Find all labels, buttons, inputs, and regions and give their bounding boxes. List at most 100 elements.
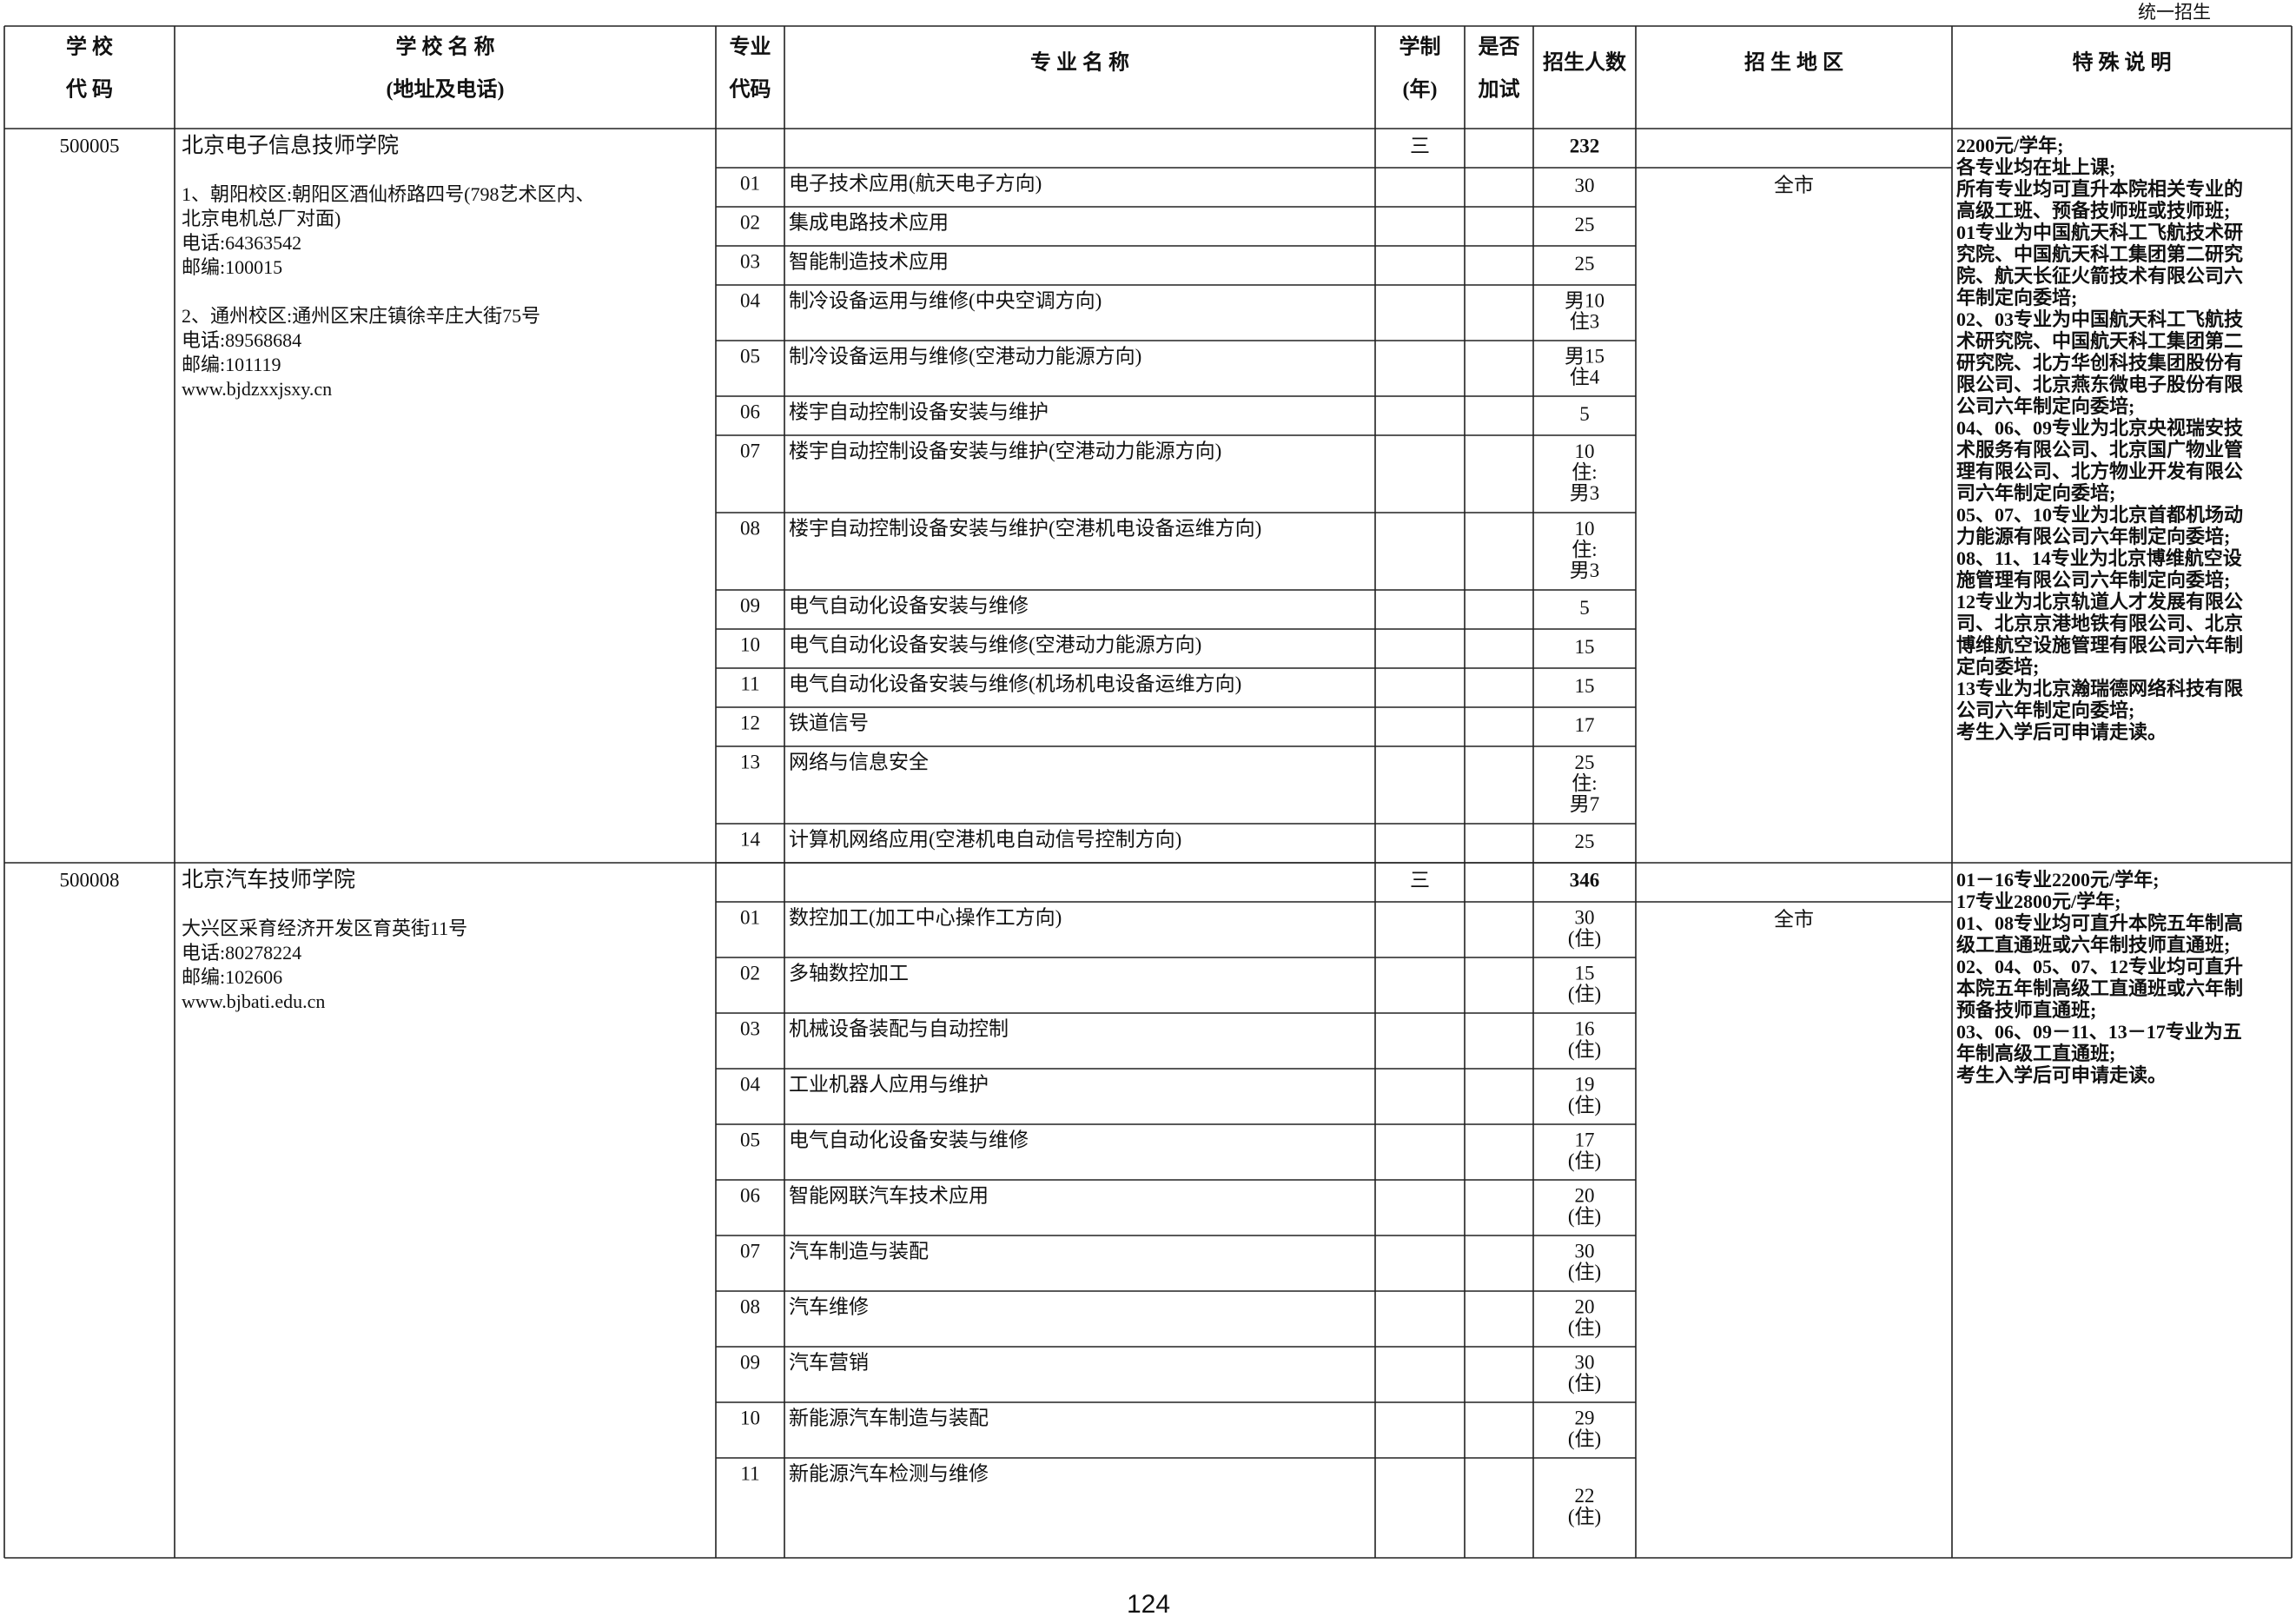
column-header: 招 生 地 区 xyxy=(1744,51,1843,75)
note-line: 01－16专业2200元/学年; xyxy=(1956,869,2159,891)
program-name: 电气自动化设备安装与维修 xyxy=(789,594,1029,616)
enrollment: 15 xyxy=(1575,636,1595,658)
column-header: 学 校 名 称 xyxy=(396,35,495,59)
note-line: 术服务有限公司、北京国广物业管 xyxy=(1956,439,2243,460)
total: 232 xyxy=(1570,135,1600,156)
program-name: 楼宇自动控制设备安装与维护(空港动力能源方向) xyxy=(789,440,1221,461)
note-line: 院、航天长征火箭技术有限公司六 xyxy=(1956,265,2243,287)
enrollment: 男7 xyxy=(1570,793,1600,815)
school-name: 北京电子信息技师学院 xyxy=(182,134,399,158)
program-code: 03 xyxy=(740,250,760,272)
column-header: (年) xyxy=(1403,77,1438,102)
note-line: 17专业2800元/学年; xyxy=(1956,891,2121,912)
years: 三 xyxy=(1410,869,1430,891)
enrollment: 16 xyxy=(1575,1017,1595,1039)
enrollment: 男10 xyxy=(1565,289,1605,311)
note-line: 年制高级工直通班; xyxy=(1956,1043,2115,1064)
program-name: 电子技术应用(航天电子方向) xyxy=(789,172,1042,194)
address-line: 1、朝阳校区:朝阳区酒仙桥路四号(798艺术区内、 xyxy=(182,183,594,205)
program-code: 13 xyxy=(740,751,760,772)
column-header: 代码 xyxy=(729,78,771,102)
enrollment: 15 xyxy=(1575,962,1595,984)
program-name: 计算机网络应用(空港机电自动信号控制方向) xyxy=(789,828,1181,850)
enrollment: (住) xyxy=(1568,927,1601,949)
program-code: 07 xyxy=(740,440,760,461)
note-line: 术研究院、中国航天科工集团第二 xyxy=(1956,330,2243,352)
address-line: 大兴区采育经济开发区育英街11号 xyxy=(182,917,467,939)
enrollment: 男15 xyxy=(1565,345,1605,367)
note-line: 公司六年制定向委培; xyxy=(1956,699,2134,721)
note-line: 01、08专业均可直升本院五年制高 xyxy=(1956,912,2243,934)
note-line: 01专业为中国航天科工飞航技术研 xyxy=(1956,222,2243,243)
enrollment: 5 xyxy=(1579,597,1590,619)
enrollment: 15 xyxy=(1575,675,1595,697)
note-line: 年制定向委培; xyxy=(1956,287,2077,308)
program-name: 新能源汽车制造与装配 xyxy=(789,1407,989,1428)
enrollment: 29 xyxy=(1575,1407,1595,1428)
note-line: 13专业为北京瀚瑞德网络科技有限 xyxy=(1956,678,2243,699)
program-code: 05 xyxy=(740,1129,760,1150)
enrollment: 男3 xyxy=(1570,482,1600,504)
program-name: 铁道信号 xyxy=(789,712,869,733)
enrollment: 住4 xyxy=(1570,366,1600,388)
enrollment: 25 xyxy=(1575,831,1595,852)
note-line: 司六年制定向委培; xyxy=(1956,482,2115,504)
column-header: 学 校 xyxy=(66,35,114,59)
program-code: 07 xyxy=(740,1240,760,1262)
school-code: 500008 xyxy=(60,869,120,891)
note-line: 2200元/学年; xyxy=(1956,135,2063,156)
program-code: 14 xyxy=(740,828,761,850)
column-header: 特 殊 说 明 xyxy=(2073,50,2172,75)
program-name: 楼宇自动控制设备安装与维护 xyxy=(789,401,1049,422)
program-name: 电气自动化设备安装与维修(空港动力能源方向) xyxy=(789,633,1201,655)
note-line: 究院、中国航天科工集团第二研究 xyxy=(1956,243,2243,265)
column-header: 是否 xyxy=(1479,36,1520,59)
note-line: 所有专业均可直升本院相关专业的 xyxy=(1956,178,2243,200)
column-header: (地址及电话) xyxy=(387,78,505,102)
page-tag: 统一招生 xyxy=(2138,2,2211,23)
note-line: 预备技师直通班; xyxy=(1956,999,2096,1021)
program-name: 汽车制造与装配 xyxy=(789,1240,929,1262)
enrollment: 17 xyxy=(1575,714,1595,736)
program-code: 05 xyxy=(740,345,760,367)
address-line: 电话:80278224 xyxy=(182,942,301,964)
address-line: 邮编:100015 xyxy=(182,256,282,278)
program-name: 汽车维修 xyxy=(789,1295,869,1317)
program-code: 08 xyxy=(740,517,760,539)
enrollment: 住: xyxy=(1571,461,1597,483)
enrollment: 30 xyxy=(1575,175,1595,196)
enrollment: 男3 xyxy=(1570,560,1600,581)
note-line: 施管理有限公司六年制定向委培; xyxy=(1956,569,2230,591)
note-line: 各专业均在址上课; xyxy=(1955,156,2115,178)
years: 三 xyxy=(1410,135,1430,156)
program-code: 11 xyxy=(740,672,759,694)
program-code: 01 xyxy=(740,172,760,194)
note-line: 限公司、北京燕东微电子股份有限 xyxy=(1956,374,2243,395)
program-name: 楼宇自动控制设备安装与维护(空港机电设备运维方向) xyxy=(789,517,1261,539)
page-number: 124 xyxy=(1127,1590,1170,1619)
enrollment: 25 xyxy=(1575,752,1595,773)
column-header: 加试 xyxy=(1479,78,1520,102)
enrollment: (住) xyxy=(1568,1261,1601,1282)
program-code: 12 xyxy=(740,712,760,733)
enrollment: 22 xyxy=(1575,1485,1595,1507)
total: 346 xyxy=(1570,869,1600,891)
program-name: 数控加工(加工中心操作工方向) xyxy=(789,906,1062,928)
program-name: 新能源汽车检测与维修 xyxy=(789,1462,989,1484)
note-line: 考生入学后可申请走读。 xyxy=(1956,1064,2167,1086)
school-name: 北京汽车技师学院 xyxy=(182,868,355,892)
enrollment: 19 xyxy=(1575,1073,1595,1095)
note-line: 公司六年制定向委培; xyxy=(1956,395,2134,417)
note-line: 定向委培; xyxy=(1956,656,2039,678)
note-line: 12专业为北京轨道人才发展有限公 xyxy=(1956,591,2243,613)
column-header: 招生人数 xyxy=(1543,51,1627,75)
note-line: 研究院、北方华创科技集团股份有 xyxy=(1956,352,2243,374)
program-name: 制冷设备运用与维修(空港动力能源方向) xyxy=(789,345,1141,367)
program-name: 多轴数控加工 xyxy=(789,962,909,984)
enrollment: 10 xyxy=(1575,441,1595,462)
enrollment: 20 xyxy=(1575,1295,1595,1317)
enrollment: (住) xyxy=(1568,983,1601,1004)
enrollment: 30 xyxy=(1575,1351,1595,1373)
enrollment: 25 xyxy=(1575,253,1595,275)
school-code: 500005 xyxy=(60,135,120,156)
